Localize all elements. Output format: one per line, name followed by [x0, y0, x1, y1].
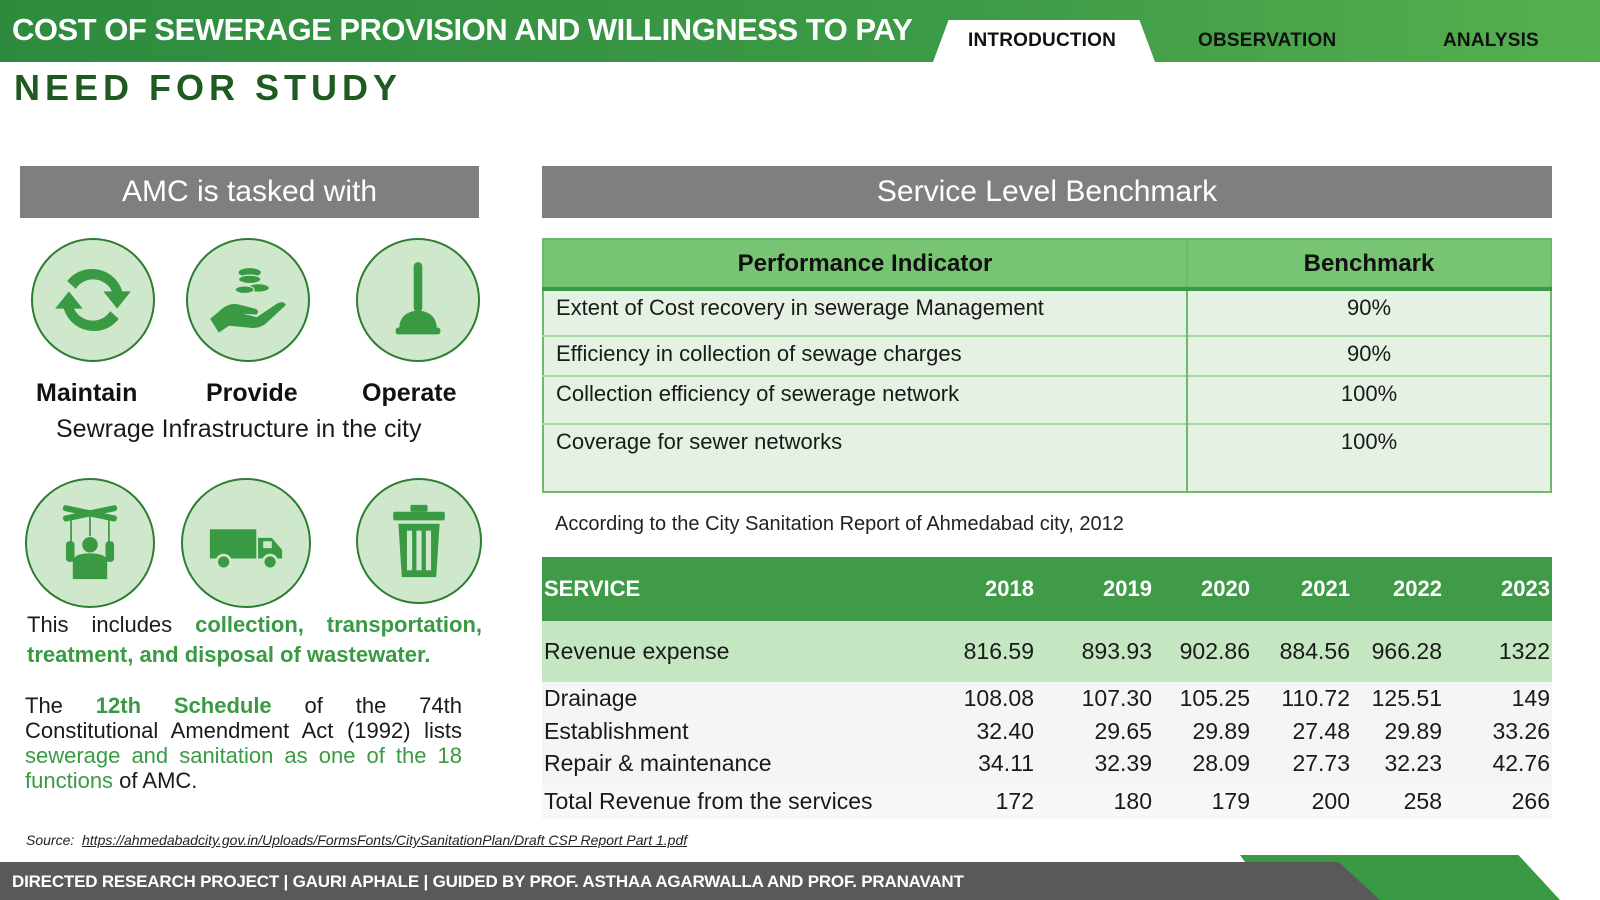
- value-cell: 42.76: [1492, 750, 1550, 776]
- value-cell: 110.72: [1281, 685, 1350, 711]
- indicator-cell: Extent of Cost recovery in sewerage Mana…: [543, 288, 1188, 336]
- value-cell: 108.08: [963, 685, 1034, 711]
- benchmark-header-value: Benchmark: [1187, 239, 1552, 291]
- service-name: Drainage: [544, 685, 638, 711]
- governance-puppet-icon: [25, 478, 155, 608]
- indicator-cell: Collection efficiency of sewerage networ…: [543, 375, 1188, 424]
- header-bar: [0, 0, 1600, 62]
- hand-coins-icon: [186, 238, 310, 362]
- value-cell: 179: [1211, 788, 1250, 814]
- right-panel-heading: Service Level Benchmark: [542, 166, 1552, 218]
- trash-bin-icon: [356, 478, 482, 604]
- active-tab-background: [933, 20, 1155, 62]
- service-table: SERVICE 2018 2019 2020 2021 2022 2023 Re…: [542, 557, 1552, 819]
- table-row: Efficiency in collection of sewage charg…: [543, 335, 1552, 376]
- table-row: Repair & maintenance 34.11 32.39 28.09 2…: [542, 747, 1552, 785]
- footer-bar: [0, 862, 1380, 900]
- table-row: Revenue expense 816.59 893.93 902.86 884…: [542, 621, 1552, 682]
- value-cell: 884.56: [1279, 638, 1350, 664]
- source-link[interactable]: https://ahmedabadcity.gov.in/Uploads/For…: [82, 832, 688, 848]
- service-name: Establishment: [544, 718, 689, 744]
- value-cell: 32.40: [976, 718, 1034, 744]
- provide-label: Provide: [206, 379, 298, 407]
- operate-label: Operate: [362, 379, 457, 407]
- value-cell: 180: [1113, 788, 1152, 814]
- maintain-label: Maintain: [36, 379, 138, 407]
- value-cell: 27.73: [1292, 750, 1350, 776]
- service-name: Revenue expense: [544, 638, 730, 664]
- value-cell: 149: [1511, 685, 1550, 711]
- value-cell: 29.89: [1384, 718, 1442, 744]
- benchmark-cell: 100%: [1187, 375, 1552, 424]
- value-cell: 105.25: [1179, 685, 1250, 711]
- left-panel-heading: AMC is tasked with: [20, 166, 479, 218]
- value-cell: 29.89: [1192, 718, 1250, 744]
- footer-credits: DIRECTED RESEARCH PROJECT | GAURI APHALE…: [12, 872, 964, 891]
- value-cell: 107.30: [1081, 685, 1152, 711]
- page-title: NEED FOR STUDY: [14, 67, 403, 108]
- value-cell: 258: [1403, 788, 1442, 814]
- value-cell: 33.26: [1492, 718, 1550, 744]
- service-name: Repair & maintenance: [544, 750, 772, 776]
- benchmark-header-indicator: Performance Indicator: [543, 239, 1188, 291]
- year-header: 2018: [985, 576, 1034, 601]
- benchmark-cell: 90%: [1187, 288, 1552, 336]
- benchmark-cell: 90%: [1187, 335, 1552, 376]
- table-row: Total Revenue from the services 172 180 …: [542, 785, 1552, 819]
- tab-observation[interactable]: OBSERVATION: [1198, 30, 1337, 51]
- year-header: 2020: [1201, 576, 1250, 601]
- recycle-arrows-icon: [31, 238, 155, 362]
- table-row: Extent of Cost recovery in sewerage Mana…: [543, 288, 1552, 336]
- indicator-cell: Efficiency in collection of sewage charg…: [543, 335, 1188, 376]
- presentation-title: COST OF SEWERAGE PROVISION AND WILLINGNE…: [12, 12, 913, 47]
- tab-analysis[interactable]: ANALYSIS: [1443, 30, 1539, 51]
- value-cell: 32.23: [1384, 750, 1442, 776]
- plunger-icon: [356, 238, 480, 362]
- schedule-highlight-2: sewerage and sanitation as one of the 18…: [25, 743, 462, 793]
- includes-prefix: This includes: [27, 612, 196, 637]
- value-cell: 200: [1311, 788, 1350, 814]
- year-header: 2023: [1501, 576, 1550, 601]
- benchmark-table: Performance Indicator Benchmark Extent o…: [542, 238, 1552, 493]
- includes-paragraph: This includes collection, transportation…: [27, 610, 482, 670]
- value-cell: 816.59: [963, 638, 1034, 664]
- schedule-highlight-1: 12th Schedule: [95, 693, 272, 718]
- source-label: Source:: [26, 832, 75, 848]
- benchmark-header-row: Performance Indicator Benchmark: [543, 239, 1552, 291]
- table-row: Collection efficiency of sewerage networ…: [543, 375, 1552, 424]
- value-cell: 902.86: [1179, 638, 1250, 664]
- value-cell: 266: [1511, 788, 1550, 814]
- year-header: 2022: [1393, 576, 1442, 601]
- value-cell: 29.65: [1094, 718, 1152, 744]
- tab-introduction[interactable]: INTRODUCTION: [968, 30, 1117, 51]
- benchmark-cell: 100%: [1187, 423, 1552, 492]
- table-row: Drainage 108.08 107.30 105.25 110.72 125…: [542, 682, 1552, 715]
- year-header: 2021: [1301, 576, 1350, 601]
- report-note: According to the City Sanitation Report …: [555, 513, 1124, 535]
- schedule-text-3: of AMC.: [113, 768, 198, 793]
- value-cell: 27.48: [1292, 718, 1350, 744]
- service-header-row: SERVICE 2018 2019 2020 2021 2022 2023: [542, 557, 1552, 621]
- table-row: Coverage for sewer networks 100%: [543, 423, 1552, 492]
- service-name: Total Revenue from the services: [544, 788, 873, 814]
- value-cell: 125.51: [1371, 685, 1442, 711]
- value-cell: 34.11: [978, 750, 1034, 776]
- value-cell: 32.39: [1094, 750, 1152, 776]
- value-cell: 893.93: [1081, 638, 1152, 664]
- schedule-text-2: of the 74th Constitutional Amendment Act…: [25, 693, 462, 743]
- includes-highlight: collection, transportation, treatment, a…: [27, 612, 482, 667]
- year-header: 2019: [1103, 576, 1152, 601]
- infrastructure-caption: Sewrage Infrastructure in the city: [56, 415, 422, 443]
- schedule-paragraph: The 12th Schedule of the 74th Constituti…: [25, 693, 462, 793]
- table-row: Establishment 32.40 29.65 29.89 27.48 29…: [542, 715, 1552, 747]
- value-cell: 28.09: [1192, 750, 1250, 776]
- indicator-cell: Coverage for sewer networks: [543, 423, 1188, 492]
- value-cell: 1322: [1498, 638, 1550, 664]
- dump-truck-icon: [181, 478, 311, 608]
- value-cell: 172: [995, 788, 1034, 814]
- schedule-text-1: The: [25, 693, 96, 718]
- value-cell: 966.28: [1371, 638, 1442, 664]
- service-header-label: SERVICE: [544, 576, 641, 601]
